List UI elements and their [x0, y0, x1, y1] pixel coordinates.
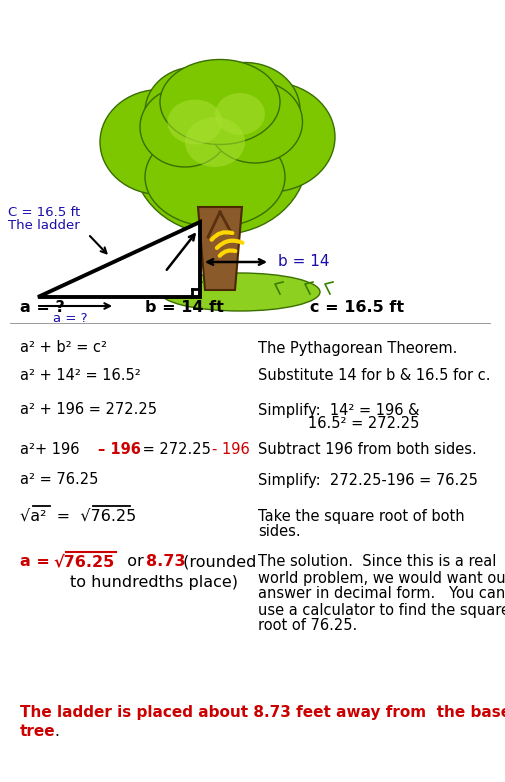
Text: a² + b² = c²: a² + b² = c²: [20, 340, 107, 356]
Ellipse shape: [145, 127, 285, 227]
Text: a = ?: a = ?: [53, 313, 87, 325]
Text: 8.73: 8.73: [146, 554, 185, 569]
Text: a =: a =: [20, 554, 56, 569]
Ellipse shape: [215, 93, 265, 135]
Text: a = ?: a = ?: [20, 300, 65, 315]
Text: The ladder is placed about 8.73 feet away from  the base of the: The ladder is placed about 8.73 feet awa…: [20, 705, 505, 719]
Ellipse shape: [100, 89, 220, 195]
Text: to hundredths place): to hundredths place): [70, 575, 238, 590]
Text: a² = 76.25: a² = 76.25: [20, 472, 98, 487]
Text: – 196: – 196: [98, 443, 141, 457]
Polygon shape: [38, 222, 200, 297]
Ellipse shape: [208, 81, 302, 163]
Text: The ladder: The ladder: [8, 219, 80, 232]
Ellipse shape: [140, 87, 230, 167]
Ellipse shape: [145, 67, 245, 157]
Text: The solution.  Since this is a real: The solution. Since this is a real: [258, 554, 496, 569]
Text: sides.: sides.: [258, 525, 300, 540]
Text: The Pythagorean Theorem.: The Pythagorean Theorem.: [258, 340, 458, 356]
Ellipse shape: [160, 273, 320, 311]
Text: (rounded: (rounded: [178, 554, 257, 569]
Text: or: or: [117, 554, 149, 569]
Text: b = 14: b = 14: [278, 254, 329, 270]
Text: b = 14 ft: b = 14 ft: [145, 300, 224, 315]
Ellipse shape: [168, 99, 223, 145]
Text: 16.5² = 272.25: 16.5² = 272.25: [308, 417, 419, 432]
Text: answer in decimal form.   You can: answer in decimal form. You can: [258, 586, 505, 601]
Text: = 272.25: = 272.25: [138, 443, 216, 457]
Text: Simplify:  14² = 196 &: Simplify: 14² = 196 &: [258, 403, 420, 418]
Ellipse shape: [132, 80, 308, 235]
Text: .: .: [54, 724, 59, 740]
Text: Take the square root of both: Take the square root of both: [258, 508, 465, 523]
Text: √a²  =  √76.25: √a² = √76.25: [20, 508, 136, 523]
Text: a²+ 196: a²+ 196: [20, 443, 84, 457]
Ellipse shape: [190, 63, 300, 157]
Text: tree: tree: [20, 724, 56, 740]
Text: use a calculator to find the square: use a calculator to find the square: [258, 602, 505, 618]
Text: Simplify:  272.25-196 = 76.25: Simplify: 272.25-196 = 76.25: [258, 472, 478, 487]
Ellipse shape: [185, 117, 245, 167]
Text: world problem, we would want our: world problem, we would want our: [258, 571, 505, 586]
Text: Subtract 196 from both sides.: Subtract 196 from both sides.: [258, 443, 477, 457]
Ellipse shape: [160, 59, 280, 145]
Text: - 196: - 196: [212, 443, 250, 457]
Text: a² + 14² = 16.5²: a² + 14² = 16.5²: [20, 368, 141, 383]
Text: c = 16.5 ft: c = 16.5 ft: [310, 300, 404, 315]
Text: a² + 196 = 272.25: a² + 196 = 272.25: [20, 403, 157, 418]
Text: root of 76.25.: root of 76.25.: [258, 619, 357, 633]
Polygon shape: [198, 207, 242, 290]
Text: √76.25: √76.25: [53, 554, 114, 569]
Text: Substitute 14 for b & 16.5 for c.: Substitute 14 for b & 16.5 for c.: [258, 368, 490, 383]
Ellipse shape: [205, 82, 335, 192]
Text: C = 16.5 ft: C = 16.5 ft: [8, 206, 80, 219]
